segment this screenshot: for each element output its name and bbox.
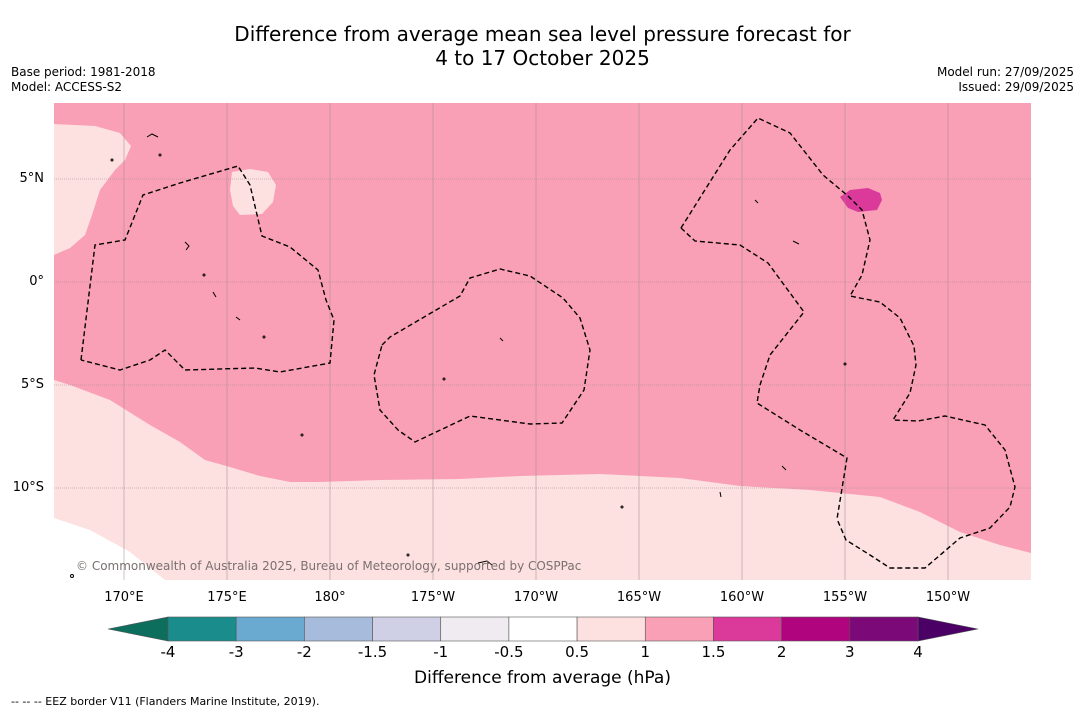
colorbar-tick-label: -4 — [160, 643, 176, 661]
eez-kiribati-line-islands — [680, 117, 1016, 569]
island — [235, 316, 241, 321]
lon-label-175w: 175°W — [410, 590, 456, 605]
island — [158, 153, 162, 157]
lon-label-155w: 155°W — [822, 590, 868, 605]
colorbar-tick-label: 1 — [640, 643, 651, 661]
colorbar-segment — [508, 616, 578, 642]
colorbar-over-arrow — [917, 616, 979, 642]
colorbar-segment — [440, 616, 510, 642]
colorbar-tick-label: 4 — [913, 643, 923, 661]
colorbar-tick-label: -3 — [228, 643, 244, 661]
colorbar-title: Difference from average (hPa) — [414, 668, 671, 688]
lon-label-160w: 160°W — [719, 590, 765, 605]
lon-label-180: 180° — [314, 590, 346, 605]
island — [262, 335, 266, 339]
map-area — [54, 103, 1031, 580]
lon-label-170w: 170°W — [513, 590, 559, 605]
colorbar-tick-label: 2 — [776, 643, 787, 661]
colorbar-tick-label: -0.5 — [494, 643, 524, 661]
meta-right: Model run: 27/09/2025 Issued: 29/09/2025 — [937, 65, 1074, 95]
lat-label-5n: 5°N — [19, 171, 45, 186]
island — [110, 158, 114, 162]
eez-line-to-cook — [680, 227, 848, 520]
colorbar-tick-label: 3 — [845, 643, 855, 661]
colorbar-tick-label: 1.5 — [701, 643, 726, 661]
band-1-to-1-5-hole — [230, 169, 276, 215]
lon-label-170e: 170°E — [104, 590, 144, 605]
lat-label-5s: 5°S — [20, 377, 44, 392]
band-1-5-to-2 — [840, 188, 882, 212]
island — [719, 491, 722, 498]
base-period: Base period: 1981-2018 — [11, 65, 156, 79]
colorbar-tick-label: -1.5 — [357, 643, 388, 661]
island — [70, 574, 74, 578]
island — [499, 337, 504, 342]
island — [477, 560, 493, 566]
graticule — [54, 103, 1031, 580]
colorbar-segment — [304, 616, 373, 642]
title-line-1: Difference from average mean sea level p… — [234, 22, 851, 46]
eez-legend: -- -- -- EEZ border V11 (Flanders Marine… — [11, 695, 320, 708]
colorbar-segment — [576, 616, 646, 642]
island — [442, 377, 446, 381]
island — [792, 240, 800, 245]
colorbar-under-arrow — [107, 616, 169, 642]
model-name: Model: ACCESS-S2 — [11, 80, 123, 94]
colorbar-segment — [644, 616, 714, 642]
eez-borders — [80, 117, 1016, 569]
model-run: Model run: 27/09/2025 — [936, 65, 1074, 79]
island — [146, 133, 159, 138]
colorbar-segment — [781, 616, 851, 642]
colorbar — [107, 616, 979, 642]
title-line-2: 4 to 17 October 2025 — [435, 46, 650, 70]
lon-label-150w: 150°W — [925, 590, 971, 605]
colorbar-segment — [713, 616, 782, 642]
island — [202, 273, 206, 277]
colorbar-tick-label: -1 — [433, 643, 449, 661]
colorbar-segment — [167, 616, 237, 642]
island — [184, 241, 190, 251]
eez-kiribati-gilberts — [80, 165, 335, 373]
island — [781, 465, 787, 471]
island — [620, 505, 624, 509]
colorbar-segment — [235, 616, 305, 642]
lat-label-0: 0° — [29, 274, 44, 289]
island — [406, 553, 410, 557]
lon-label-175e: 175°E — [207, 590, 247, 605]
meta-left: Base period: 1981-2018 Model: ACCESS-S2 — [11, 65, 156, 95]
band-1-to-1-5 — [54, 103, 1031, 553]
island — [300, 433, 304, 437]
colorbar-tick-label: -2 — [296, 643, 312, 661]
copyright-notice: © Commonwealth of Australia 2025, Bureau… — [76, 559, 582, 573]
colorbar-segment — [372, 616, 442, 642]
map-title: Difference from average mean sea level p… — [0, 22, 1085, 70]
lon-label-165w: 165°W — [616, 590, 662, 605]
colorbar-segment — [849, 616, 919, 642]
issued-date: Issued: 29/09/2025 — [958, 80, 1074, 94]
island — [754, 199, 759, 204]
island — [212, 291, 217, 298]
lat-label-10s: 10°S — [12, 480, 44, 495]
island — [843, 362, 847, 366]
islands — [70, 133, 847, 578]
colorbar-tick-label: 0.5 — [565, 643, 589, 661]
band-neutral — [54, 518, 165, 580]
